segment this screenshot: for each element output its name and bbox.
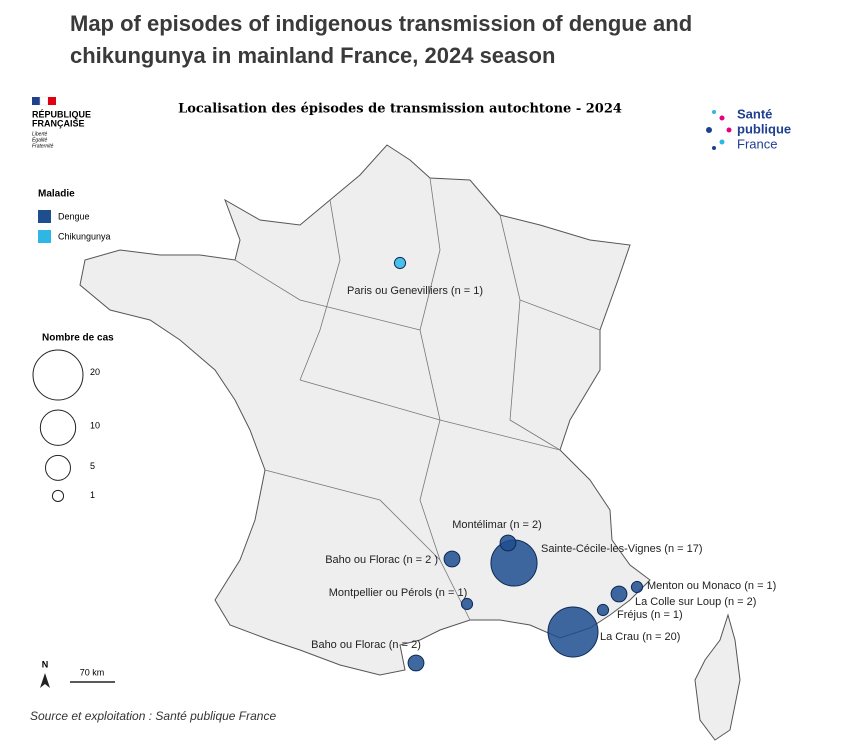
episode-label: Baho ou Florac (n = 2 ) <box>325 554 438 566</box>
episode-bubble <box>596 603 610 617</box>
source: Source et exploitation : Santé publique … <box>30 709 276 723</box>
episode-bubble <box>443 550 461 568</box>
corsica-outline <box>694 613 741 741</box>
logo-text: RÉPUBLIQUE <box>32 109 91 119</box>
map-title: Localisation des épisodes de transmissio… <box>178 102 622 117</box>
legend-size-label: 1 <box>90 490 95 500</box>
north-label: N <box>42 659 49 669</box>
legend-label: Dengue <box>58 211 90 221</box>
episode-label: Sainte-Cécile-les-Vignes (n = 17) <box>541 543 703 555</box>
legend-size-circle <box>32 349 84 401</box>
episode-bubble <box>547 606 599 658</box>
episode-label: Menton ou Monaco (n = 1) <box>647 580 776 592</box>
legend-size-label: 20 <box>90 367 100 377</box>
flag-blue <box>32 97 40 105</box>
legend-size-label: 10 <box>90 420 100 430</box>
logo-dot <box>706 127 712 133</box>
episode-label: La Colle sur Loup (n = 2) <box>635 596 756 608</box>
legend-swatch <box>38 230 51 243</box>
legend-size-circle <box>39 409 77 446</box>
republique-logo <box>32 96 56 106</box>
logo-text: publique <box>737 121 791 136</box>
episode-bubble <box>610 585 628 603</box>
episode-label: Montélimar (n = 2) <box>452 519 542 531</box>
episode-bubble <box>407 654 425 672</box>
legend-size-circle <box>51 489 65 503</box>
logo-dot <box>719 139 725 145</box>
logo-text: FRANÇAISE <box>32 118 85 128</box>
logo-text: Fraternité <box>32 143 54 149</box>
scale-label: 70 km <box>80 667 105 677</box>
page-title: Map of episodes of indigenous transmissi… <box>70 11 693 68</box>
region-borders <box>234 177 601 621</box>
episode-bubble <box>630 580 644 594</box>
episode-label: Baho ou Florac (n = 2) <box>311 639 421 651</box>
episode-bubble <box>393 256 407 270</box>
logo-text: Liberté <box>32 131 48 137</box>
episode-bubble <box>460 597 474 611</box>
episode-bubble <box>499 534 517 552</box>
logo-dot <box>719 115 725 121</box>
flag-red <box>48 97 56 105</box>
legend-title: Nombre de cas <box>42 333 114 344</box>
flag-white <box>39 96 49 106</box>
episode-label: La Crau (n = 20) <box>600 631 680 643</box>
legend-label: Chikungunya <box>58 231 111 241</box>
logo-dot <box>712 146 716 150</box>
legend-swatch <box>38 210 51 223</box>
logo-text: Santé <box>737 106 772 121</box>
logo-text: France <box>737 136 777 151</box>
logo-dot <box>726 127 732 133</box>
spf-logo <box>706 110 732 150</box>
north-arrow <box>40 673 50 688</box>
episode-label: Montpellier ou Pérols (n = 1) <box>329 587 467 599</box>
logo-text: Égalité <box>32 136 48 143</box>
legend-title: Maladie <box>38 189 75 200</box>
legend-size-label: 5 <box>90 461 95 471</box>
episode-label: Paris ou Genevilliers (n = 1) <box>347 285 483 297</box>
legend-size-circle <box>45 454 71 481</box>
episode-label: Fréjus (n = 1) <box>617 609 683 621</box>
logo-dot <box>712 110 716 114</box>
